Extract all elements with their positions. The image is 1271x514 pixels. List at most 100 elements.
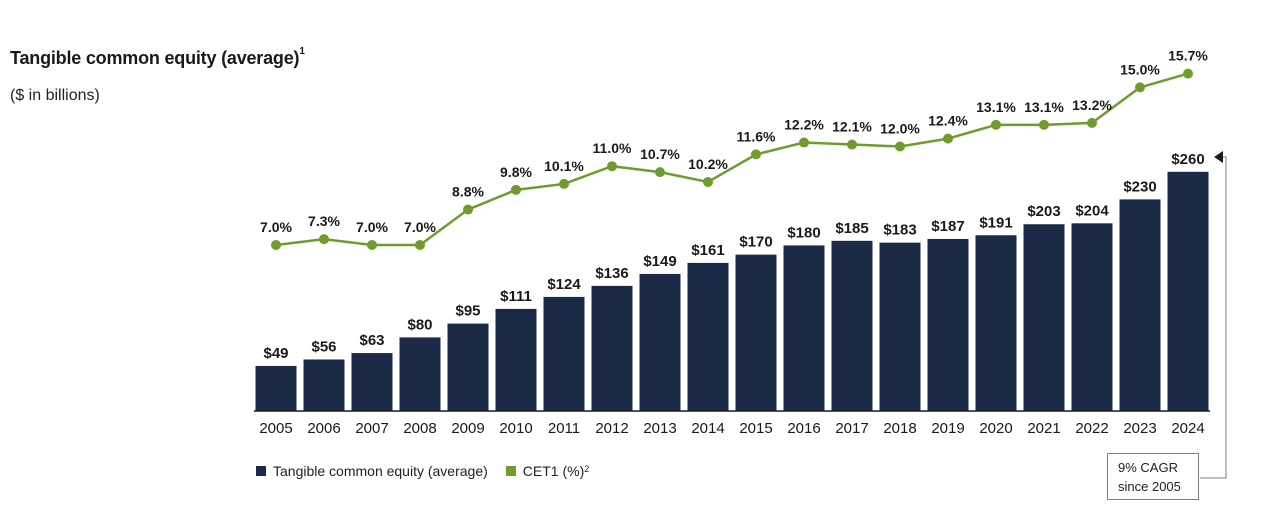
x-tick-2007: 2007 xyxy=(355,420,388,437)
bar-2017 xyxy=(831,240,873,411)
cet1-point-2010 xyxy=(511,184,521,195)
cet1-label-2016: 12.2% xyxy=(784,117,824,133)
bar-2022 xyxy=(1071,223,1113,411)
legend-swatch-cet1 xyxy=(505,466,516,476)
cet1-point-2012 xyxy=(607,161,617,172)
x-tick-2017: 2017 xyxy=(835,420,868,437)
cet1-point-2021 xyxy=(1039,119,1049,130)
bar-2019 xyxy=(927,238,969,411)
cet1-label-2021: 13.1% xyxy=(1024,99,1064,115)
cet1-point-2017 xyxy=(847,139,857,150)
cagr-arrow-icon xyxy=(1214,151,1223,163)
bar-2015 xyxy=(735,254,777,411)
bar-2009 xyxy=(447,323,489,411)
bar-label-2010: $111 xyxy=(500,288,532,305)
legend: Tangible common equity (average) CET1 (%… xyxy=(256,463,607,479)
cet1-label-2013: 10.7% xyxy=(640,146,680,162)
cet1-label-2009: 8.8% xyxy=(452,184,484,200)
bar-label-2024: $260 xyxy=(1171,151,1204,168)
x-tick-2023: 2023 xyxy=(1123,420,1156,437)
cagr-line-2: since 2005 xyxy=(1118,479,1181,494)
cet1-point-2020 xyxy=(991,119,1001,130)
cet1-point-2022 xyxy=(1087,117,1097,128)
cet1-line xyxy=(275,72,1189,247)
cet1-point-2013 xyxy=(655,167,665,178)
bar-2018 xyxy=(879,242,921,411)
cet1-label-2014: 10.2% xyxy=(688,156,728,172)
cet1-point-2014 xyxy=(703,176,713,187)
cagr-line-1: 9% CAGR xyxy=(1118,460,1178,475)
bar-label-2006: $56 xyxy=(311,338,336,355)
cet1-point-2023 xyxy=(1135,82,1145,93)
bar-2012 xyxy=(591,285,633,411)
bar-label-2020: $191 xyxy=(979,214,1012,231)
bar-label-2008: $80 xyxy=(407,316,432,333)
cet1-label-2010: 9.8% xyxy=(500,164,532,180)
x-tick-2012: 2012 xyxy=(595,420,628,437)
bar-label-2016: $180 xyxy=(787,224,820,241)
bar-label-2007: $63 xyxy=(359,332,384,349)
chart-title-text: Tangible common equity (average) xyxy=(10,48,300,68)
cet1-label-2005: 7.0% xyxy=(260,219,292,235)
cet1-label-2007: 7.0% xyxy=(356,219,388,235)
cagr-annotation: 9% CAGR since 2005 xyxy=(1107,453,1199,500)
cet1-point-2018 xyxy=(895,141,905,152)
x-tick-2016: 2016 xyxy=(787,420,820,437)
bar-label-2017: $185 xyxy=(835,220,868,237)
cet1-point-2024 xyxy=(1183,68,1193,79)
cet1-point-2016 xyxy=(799,137,809,148)
legend-item-cet1: CET1 (%) 2 xyxy=(505,463,590,479)
cet1-label-2024: 15.7% xyxy=(1168,48,1208,64)
bar-2024 xyxy=(1167,171,1209,411)
cet1-point-2011 xyxy=(559,178,569,189)
bar-2008 xyxy=(399,337,441,411)
bar-2013 xyxy=(639,273,681,411)
cet1-point-2006 xyxy=(319,234,329,245)
cet1-label-2015: 11.6% xyxy=(737,128,776,144)
bar-label-2014: $161 xyxy=(691,242,724,259)
x-tick-2018: 2018 xyxy=(883,420,916,437)
x-tick-2021: 2021 xyxy=(1027,420,1060,437)
bar-label-2023: $230 xyxy=(1123,178,1156,195)
x-tick-2006: 2006 xyxy=(307,420,340,437)
bar-label-2021: $203 xyxy=(1027,203,1060,220)
bar-label-2018: $183 xyxy=(883,222,916,239)
bar-label-2019: $187 xyxy=(931,218,964,235)
cet1-label-2018: 12.0% xyxy=(880,121,920,137)
cet1-point-2015 xyxy=(751,149,761,160)
bar-label-2012: $136 xyxy=(595,265,628,282)
x-tick-2008: 2008 xyxy=(403,420,436,437)
chart-subtitle: ($ in billions) xyxy=(10,87,100,104)
bar-2020 xyxy=(975,235,1017,411)
cet1-label-2012: 11.0% xyxy=(593,140,632,156)
x-tick-2020: 2020 xyxy=(979,420,1012,437)
bar-label-2022: $204 xyxy=(1075,202,1109,219)
title-footnote: 1 xyxy=(299,46,305,57)
bar-2007 xyxy=(351,353,393,411)
cet1-label-2006: 7.3% xyxy=(308,213,340,229)
cet1-point-2005 xyxy=(271,240,281,250)
x-tick-2024: 2024 xyxy=(1171,420,1204,437)
cet1-point-2019 xyxy=(943,133,953,144)
x-tick-2014: 2014 xyxy=(691,420,724,437)
cet1-label-2019: 12.4% xyxy=(928,113,968,129)
cet1-label-2022: 13.2% xyxy=(1072,97,1112,113)
x-tick-2011: 2011 xyxy=(548,420,580,437)
bar-label-2013: $149 xyxy=(643,253,676,270)
cet1-point-2008 xyxy=(415,240,425,250)
legend-label-equity: Tangible common equity (average) xyxy=(273,463,488,479)
bar-label-2015: $170 xyxy=(739,234,772,251)
x-tick-2019: 2019 xyxy=(931,420,964,437)
cet1-label-2008: 7.0% xyxy=(404,219,436,235)
bar-2021 xyxy=(1023,224,1065,411)
cet1-label-2023: 15.0% xyxy=(1120,61,1160,77)
cet1-point-2007 xyxy=(367,240,377,250)
bar-2023 xyxy=(1119,199,1161,411)
legend-footnote-cet1: 2 xyxy=(584,464,590,474)
x-tick-2009: 2009 xyxy=(451,420,484,437)
cet1-point-2009 xyxy=(463,204,473,215)
bar-2006 xyxy=(303,359,345,411)
bar-label-2011: $124 xyxy=(547,276,581,293)
bar-2010 xyxy=(495,308,537,411)
